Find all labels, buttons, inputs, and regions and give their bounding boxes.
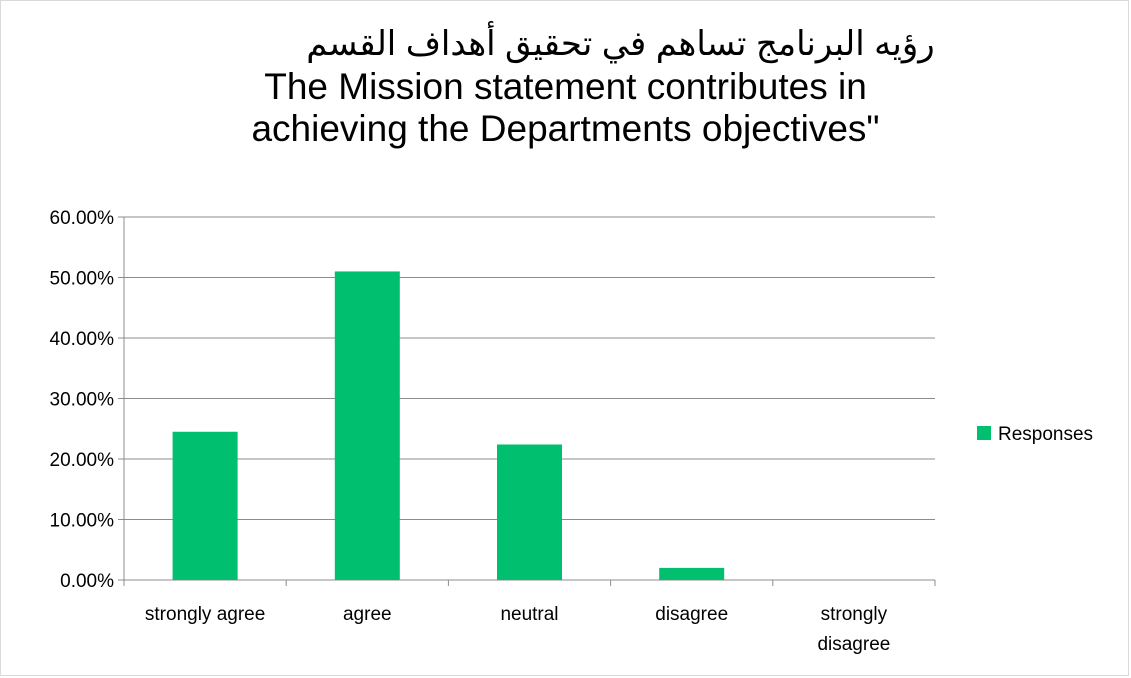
- y-tick-label: 0.00%: [60, 571, 114, 592]
- chart-title-line-2: achieving the Departments objectives": [251, 108, 880, 149]
- y-tick-label: 50.00%: [50, 269, 115, 290]
- bar-disagree: [659, 567, 725, 580]
- y-tick-label: 60.00%: [50, 208, 115, 229]
- y-tick-label: 40.00%: [50, 329, 115, 350]
- bar-neutral: [497, 444, 562, 580]
- chart-title-arabic: رؤيه البرنامج تساهم في تحقيق أهداف القسم: [306, 25, 935, 63]
- chart-title: رؤيه البرنامج تساهم في تحقيق أهداف القسم…: [0, 22, 1131, 150]
- x-category-label: agree: [343, 604, 392, 625]
- x-category-label: strongly disagree: [817, 604, 890, 655]
- legend-label: Responses: [998, 424, 1093, 445]
- y-tick-label: 30.00%: [50, 390, 115, 411]
- bar-strongly-agree: [172, 431, 238, 580]
- y-tick-label: 20.00%: [50, 450, 115, 471]
- y-tick-label: 10.00%: [50, 511, 115, 532]
- x-category-label: neutral: [500, 604, 558, 625]
- x-category-label: disagree: [655, 604, 728, 625]
- x-category-label: strongly agree: [145, 604, 265, 625]
- bar-agree: [334, 271, 400, 580]
- legend-swatch: [977, 426, 991, 440]
- chart-title-line-1: The Mission statement contributes in: [264, 66, 867, 107]
